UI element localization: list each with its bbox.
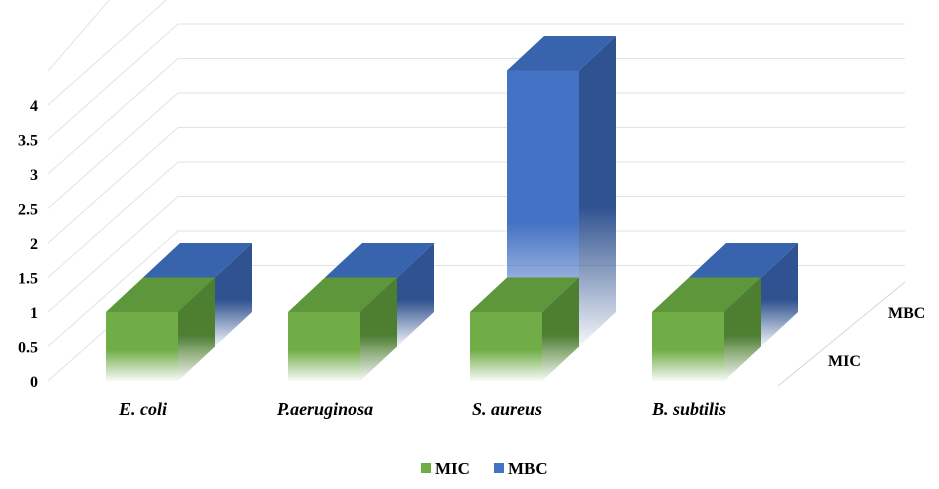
bar-mic-b-subtilis bbox=[652, 277, 761, 381]
depth-axis-line bbox=[777, 281, 906, 387]
legend-label-mbc: MBC bbox=[508, 459, 548, 478]
bar-mic-b-subtilis-front bbox=[652, 312, 724, 381]
bar-mic-p-aeruginosa-front bbox=[288, 312, 360, 381]
bar-mic-p-aeruginosa-top bbox=[288, 277, 397, 312]
category-label-b-subtilis: B. subtilis bbox=[651, 399, 726, 419]
bar-mic-e-coli-front bbox=[106, 312, 178, 381]
y-tick-label: 3.5 bbox=[18, 133, 38, 150]
y-tick-label: 0.5 bbox=[18, 340, 38, 357]
depth-label-mbc: MBC bbox=[888, 305, 925, 322]
legend-label-mic: MIC bbox=[435, 459, 470, 478]
bar-mbc-s-aureus-top bbox=[507, 36, 616, 71]
gridline-side bbox=[47, 0, 167, 106]
category-label-s-aureus: S. aureus bbox=[472, 399, 542, 419]
gridline-side bbox=[47, 196, 179, 313]
gridline-side bbox=[47, 161, 179, 278]
bars bbox=[106, 36, 798, 381]
y-tick-label: 2 bbox=[30, 236, 38, 253]
y-tick-label: 1.5 bbox=[18, 271, 38, 288]
gridline-side bbox=[47, 58, 179, 175]
y-tick-label: 0 bbox=[30, 374, 38, 391]
bar-mic-e-coli-top bbox=[106, 277, 215, 312]
bar-mic-s-aureus-top bbox=[470, 277, 579, 312]
bar-mbc-s-aureus-side bbox=[579, 36, 616, 347]
legend-swatch-mbc bbox=[494, 463, 504, 473]
bar-mbc-e-coli-top bbox=[143, 243, 252, 278]
gridline-side bbox=[47, 127, 179, 244]
legend-swatch-mic bbox=[421, 463, 431, 473]
bar-mic-s-aureus bbox=[470, 277, 579, 381]
y-tick-label: 2.5 bbox=[18, 202, 38, 219]
bar-mic-p-aeruginosa bbox=[288, 277, 397, 381]
y-tick-label: 4 bbox=[30, 98, 38, 115]
gridline-side bbox=[47, 23, 179, 140]
category-label-p-aeruginosa: P.aeruginosa bbox=[276, 399, 373, 419]
bar-mic-s-aureus-front bbox=[470, 312, 542, 381]
y-tick-label: 1 bbox=[30, 305, 38, 322]
category-label-e-coli: E. coli bbox=[118, 399, 167, 419]
bar-mic-b-subtilis-top bbox=[652, 277, 761, 312]
axis-labels: 0 0.5 1 1.5 2 2.5 3 3.5 4 E. coli P.aeruginosa S. a… bbox=[18, 98, 925, 419]
y-tick-label: 3 bbox=[30, 167, 38, 184]
depth-label-mic: MIC bbox=[828, 353, 861, 370]
bar-mbc-p-aeruginosa-top bbox=[325, 243, 434, 278]
gridline-side bbox=[47, 0, 110, 72]
bar-mic-e-coli bbox=[106, 277, 215, 381]
gridline-side bbox=[47, 92, 179, 209]
legend: MIC MBC bbox=[421, 459, 548, 478]
gridline-side bbox=[47, 230, 179, 347]
bar-mbc-b-subtilis-top bbox=[689, 243, 798, 278]
